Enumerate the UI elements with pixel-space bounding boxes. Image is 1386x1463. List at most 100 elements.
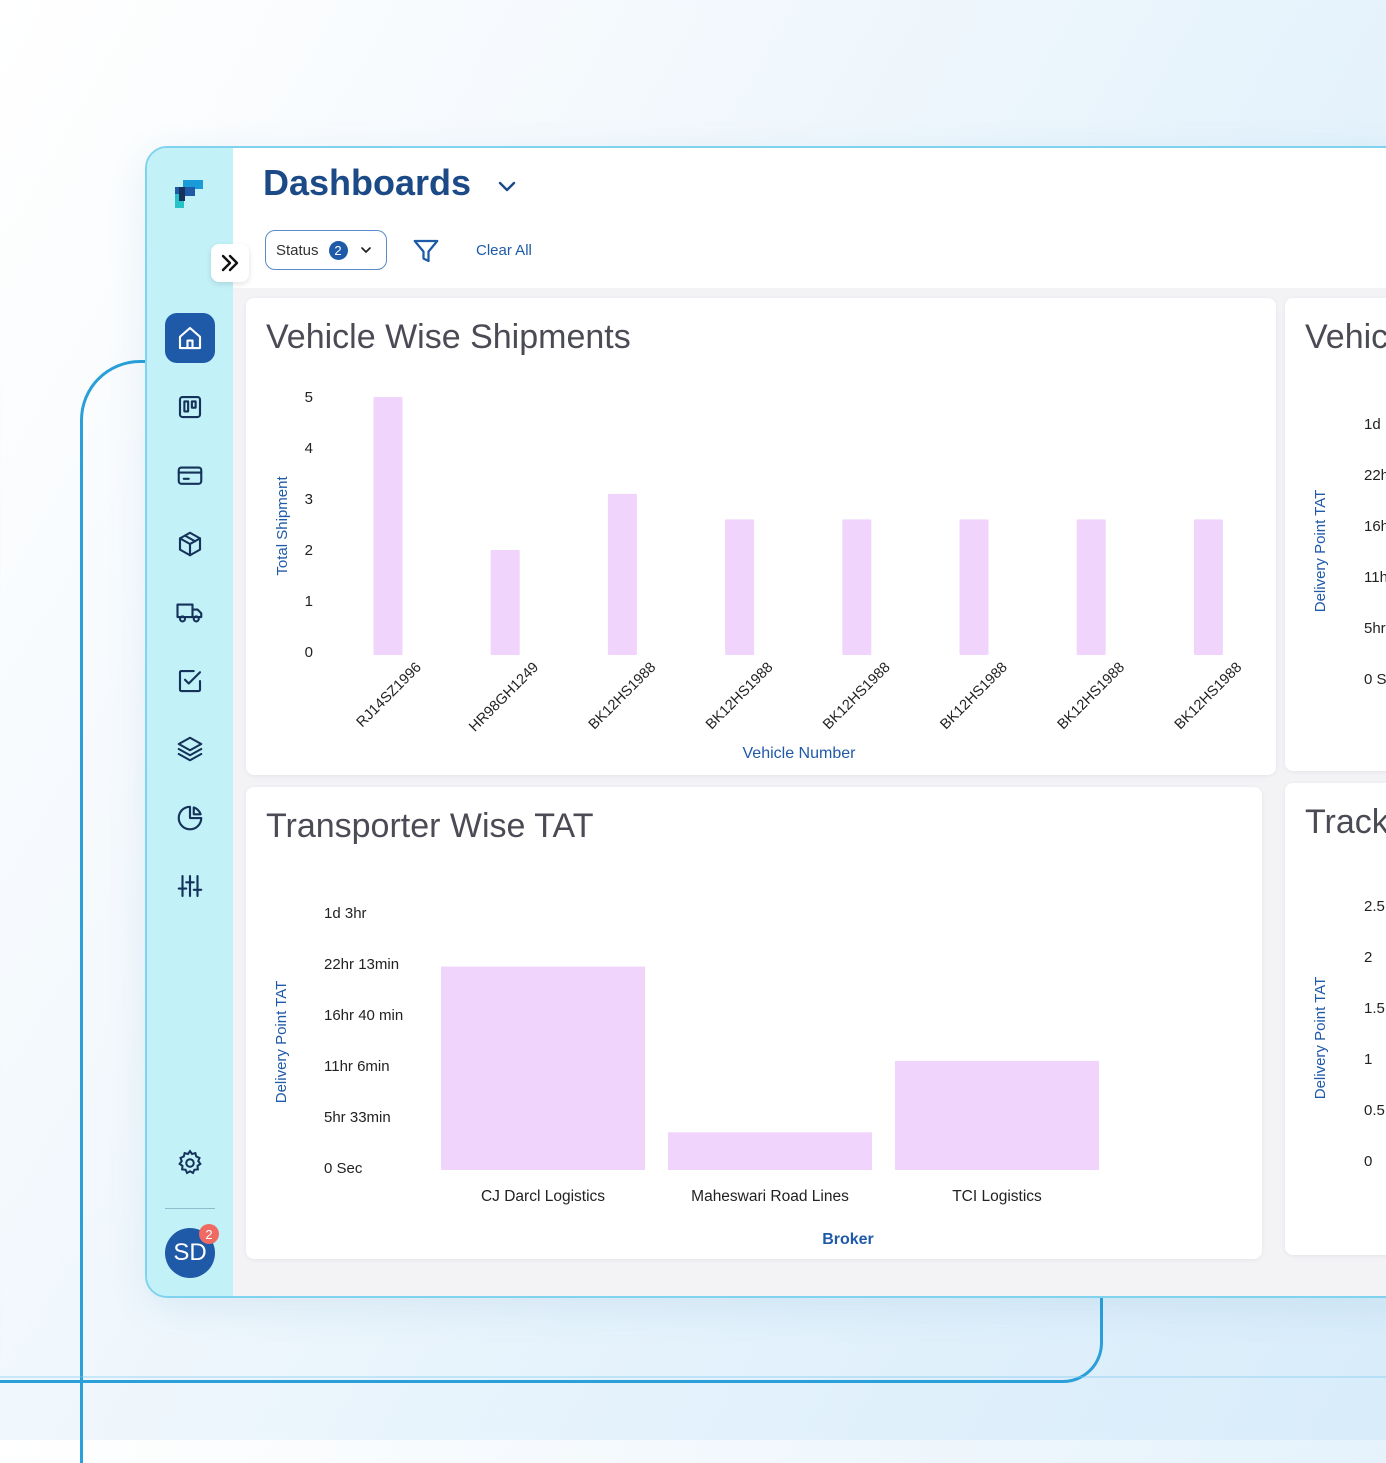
pie-chart-icon [177,805,203,830]
header: Dashboards Status 2 Clear All [233,148,1386,288]
bar [842,519,872,655]
sidebar: SD 2 [147,148,233,1296]
bar [668,1132,872,1170]
y-tick-label: 0.5 [1364,1102,1385,1119]
y-tick-label: 16h [1364,518,1386,535]
y-tick-label: 16hr 40 min [324,1007,403,1024]
tracking-tat-card: Track 0 0.5 1 1.5 2 2.5 Delivery Point TAT [1285,783,1386,1255]
y-axis-title: Delivery Point TAT [1312,490,1329,613]
settings-button[interactable] [165,1138,215,1188]
vehicle-tat-chart: 0 S 5hr 11h 16h 22h 1d Delivery Point TAT [1312,416,1386,688]
double-chevron-right-icon [221,254,239,272]
y-tick-label: 1 [305,593,313,610]
y-tick-label: 5 [305,389,313,406]
kanban-icon [178,395,202,418]
vehicle-tat-card: Vehic 0 S 5hr 11h 16h 22h 1d Delivery Point TA… [1285,298,1386,771]
sidebar-divider [165,1208,215,1209]
y-tick-label: 1 [1364,1051,1372,1068]
status-count-badge: 2 [328,240,348,260]
card-title: Track [1305,803,1386,841]
filter-icon[interactable] [411,236,441,266]
y-tick-label: 2.5 [1364,898,1385,915]
x-tick-label: Maheswari Road Lines [691,1188,849,1205]
card-title: Transporter Wise TAT [266,807,594,845]
status-filter-label: Status [276,241,319,259]
y-axis-title: Delivery Point TAT [273,981,290,1104]
card-title: Vehicle Wise Shipments [266,318,631,356]
chevron-down-icon[interactable] [495,174,519,198]
transporter-wise-tat-card: Transporter Wise TAT 0 Sec 5hr 33min 11hr … [246,787,1262,1259]
bar [725,519,755,655]
bar [441,966,645,1170]
gear-icon [178,1149,202,1175]
y-tick-label: 5hr 33min [324,1109,391,1126]
y-tick-label: 0 [305,644,313,661]
sidebar-item-tasks[interactable] [165,656,215,706]
x-tick-label: BK12HS1988 [937,660,1010,733]
tracking-tat-chart: 0 0.5 1 1.5 2 2.5 Delivery Point TAT [1312,898,1385,1170]
expand-sidebar-button[interactable] [211,244,249,282]
x-tick-label: BK12HS1988 [703,660,776,733]
y-tick-label: 5hr [1364,620,1386,637]
x-tick-label: BK12HS1988 [586,660,659,733]
y-tick-label: 22h [1364,467,1386,484]
y-tick-label: 1d [1364,416,1381,433]
x-tick-label: BK12HS1988 [820,660,893,733]
y-tick-label: 0 [1364,1153,1372,1170]
layers-icon [177,736,203,762]
transporter-wise-tat-chart: 0 Sec 5hr 33min 11hr 6min 16hr 40 min 22hr 1… [273,905,1099,1248]
checkbox-icon [178,669,202,692]
notification-badge: 2 [199,1224,219,1244]
vehicle-wise-shipments-chart: 0 1 2 3 4 5 Total Shipment RJ14SZ1996 HR98GH1249… [274,389,1245,762]
y-tick-label: 22hr 13min [324,956,399,973]
x-axis-title: Broker [822,1231,874,1248]
sidebar-item-layers[interactable] [165,724,215,774]
package-icon [178,531,202,556]
chevron-down-icon [360,247,371,253]
clear-all-link[interactable]: Clear All [476,242,532,259]
vehicle-wise-shipments-card: Vehicle Wise Shipments 0 1 2 3 4 5 Total Shipm… [246,298,1276,775]
bar [959,519,989,655]
x-tick-label: TCI Logistics [952,1188,1042,1205]
sidebar-item-controls[interactable] [165,861,215,911]
card-title: Vehic [1305,318,1386,356]
bar [1076,519,1106,655]
logo-icon [175,180,203,208]
sidebar-item-fleet[interactable] [165,587,215,637]
bar [490,550,520,655]
bar [607,493,637,655]
sidebar-item-shipments[interactable] [165,519,215,569]
app-window: SD 2 Dashboards Status 2 Clear All Vehic… [145,146,1386,1298]
y-axis-title: Total Shipment [274,476,291,576]
x-tick-label: BK12HS1988 [1172,660,1245,733]
y-tick-label: 4 [305,440,313,457]
x-tick-label: CJ Darcl Logistics [481,1188,605,1205]
y-axis-title: Delivery Point TAT [1312,977,1329,1100]
sidebar-item-reports[interactable] [165,793,215,843]
y-tick-label: 11hr 6min [324,1058,390,1075]
sidebar-item-payments[interactable] [165,450,215,500]
y-tick-label: 11h [1364,569,1386,586]
sliders-icon [177,874,203,898]
y-tick-label: 3 [305,491,313,508]
decorative-line [0,1376,1386,1378]
y-tick-label: 1d 3hr [324,905,367,922]
bar [373,397,403,655]
y-tick-label: 2 [1364,949,1372,966]
status-filter-dropdown[interactable]: Status 2 [265,230,387,270]
y-tick-label: 2 [305,542,313,559]
home-icon [178,326,202,350]
y-tick-label: 0 Sec [324,1160,363,1177]
y-tick-label: 0 S [1364,671,1386,688]
x-tick-label: RJ14SZ1996 [354,660,425,731]
sidebar-item-home[interactable] [165,313,215,363]
x-tick-label: BK12HS1988 [1055,660,1128,733]
card-icon [177,466,203,485]
x-tick-label: HR98GH1249 [466,660,542,736]
y-tick-label: 1.5 [1364,1000,1385,1017]
sidebar-item-board[interactable] [165,382,215,432]
bar [895,1060,1099,1170]
bar [1193,519,1223,655]
truck-icon [176,603,203,623]
x-axis-title: Vehicle Number [743,745,857,762]
